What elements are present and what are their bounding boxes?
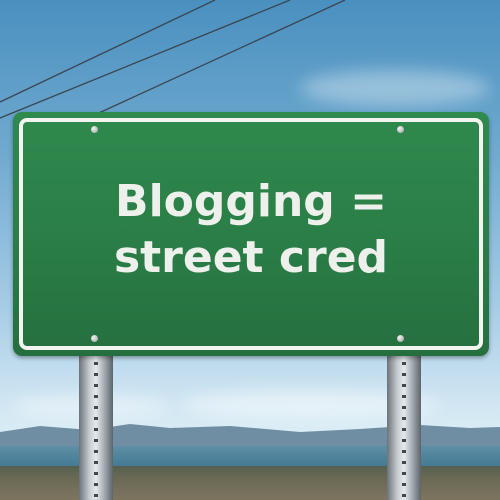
sign-border (19, 118, 483, 350)
sign-bolt (91, 126, 98, 133)
sign-bolt (91, 335, 98, 342)
sign-bolt (397, 126, 404, 133)
sign-text-line-1: Blogging = (115, 176, 387, 227)
sign-bolt (397, 335, 404, 342)
power-line-wire (0, 0, 291, 119)
sign-text-line-2: street cred (113, 232, 389, 283)
sign-post-left (79, 356, 113, 500)
sign-text: Blogging = street cred (13, 174, 489, 286)
sign-post-right (387, 356, 421, 500)
power-line-wire (0, 0, 216, 103)
ground (0, 466, 500, 500)
road-sign: Blogging = street cred (13, 112, 489, 356)
cloud (300, 70, 490, 106)
